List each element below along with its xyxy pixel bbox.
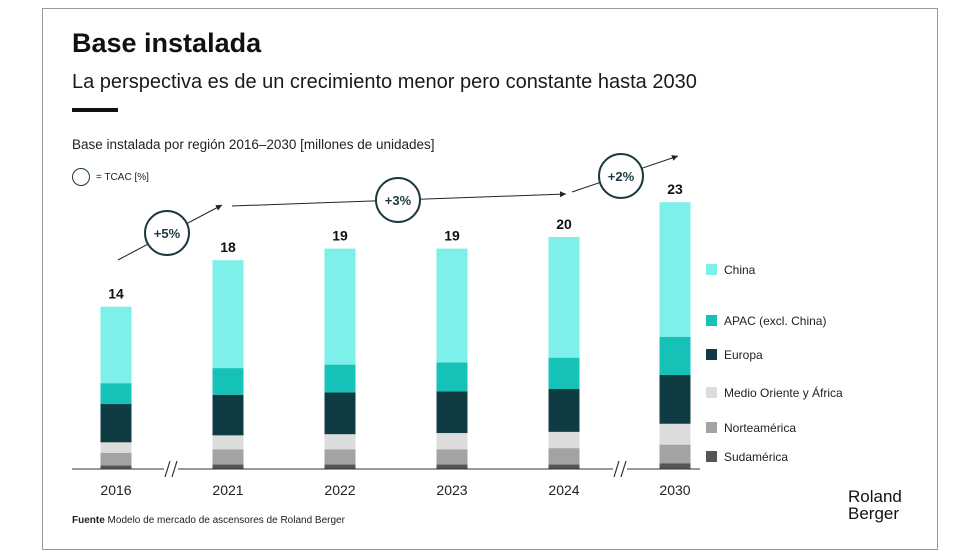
legend-swatch-china (706, 264, 717, 275)
legend-label-sudamerica: Sudamérica (724, 450, 788, 464)
x-tick-2024: 2024 (548, 482, 579, 498)
cagr-circle-2 (375, 177, 421, 223)
bar-2016-apac (100, 383, 132, 405)
bar-2023-europa (436, 391, 468, 434)
axis-break-1-slash-a (164, 460, 171, 478)
bar-2030-mediooriente (659, 423, 691, 445)
bar-2022-apac (324, 364, 356, 393)
cagr-label-1: +5% (154, 226, 181, 241)
total-label-2023: 19 (444, 228, 460, 244)
axis-break-2-slash-a (613, 460, 620, 478)
bar-2021-europa (212, 394, 244, 436)
bar-2023-mediooriente (436, 433, 468, 450)
bar-2021-apac (212, 368, 244, 395)
logo-line-1: Roland (848, 487, 902, 506)
cagr-circle-1 (144, 210, 190, 256)
page-title: Base instalada (72, 28, 262, 58)
source-text: Modelo de mercado de ascensores de Rolan… (104, 515, 345, 526)
x-tick-2021: 2021 (212, 482, 243, 498)
bar-2021-china (212, 260, 244, 369)
total-label-2016: 14 (108, 286, 124, 302)
legend-label-norteamerica: Norteamérica (724, 421, 796, 435)
bar-2022-europa (324, 392, 356, 435)
bar-2023-china (436, 248, 468, 363)
bar-2024-china (548, 237, 580, 358)
legend-swatch-norteamerica (706, 422, 717, 433)
roland-berger-logo: Roland Berger (848, 488, 902, 522)
bar-2024-sudamerica (548, 464, 580, 469)
axis-break-2-gap (613, 459, 627, 477)
chart-label: Base instalada por región 2016–2030 [mil… (72, 137, 435, 152)
bar-2022-norteamerica (324, 449, 356, 465)
title-underline (72, 108, 118, 112)
axis-break-1-slash-b (171, 460, 178, 478)
legend-swatch-mediooriente (706, 387, 717, 398)
cagr-circle-3 (598, 153, 644, 199)
bar-2030-sudamerica (659, 463, 691, 469)
x-tick-2022: 2022 (324, 482, 355, 498)
bar-2021-sudamerica (212, 464, 244, 469)
bar-2030-europa (659, 375, 691, 424)
bar-2016-europa (100, 404, 132, 443)
bar-2016-norteamerica (100, 452, 132, 466)
cagr-label-2: +3% (385, 193, 412, 208)
bar-2021-norteamerica (212, 449, 244, 465)
cagr-legend: = TCAC [%] (72, 168, 149, 186)
bar-2030-apac (659, 336, 691, 376)
source-note: Fuente Modelo de mercado de ascensores d… (72, 515, 345, 526)
legend-label-apac: APAC (excl. China) (724, 314, 826, 328)
cagr-legend-text: = TCAC [%] (96, 171, 149, 183)
bar-2023-sudamerica (436, 464, 468, 469)
bar-2016-sudamerica (100, 465, 132, 469)
page-subtitle: La perspectiva es de un crecimiento meno… (72, 71, 697, 93)
axis-break-1-gap (164, 459, 178, 477)
bar-2022-mediooriente (324, 434, 356, 450)
bar-2022-sudamerica (324, 464, 356, 469)
source-bold: Fuente (72, 515, 105, 526)
bar-2024-mediooriente (548, 431, 580, 449)
bar-2024-apac (548, 357, 580, 389)
legend-swatch-sudamerica (706, 451, 717, 462)
total-label-2021: 18 (220, 239, 236, 255)
bar-2024-norteamerica (548, 448, 580, 465)
legend-label-china: China (724, 263, 756, 277)
bar-2024-europa (548, 388, 580, 432)
x-tick-2030: 2030 (659, 482, 690, 498)
bar-2016-china (100, 306, 132, 384)
bar-2023-norteamerica (436, 449, 468, 465)
cagr-label-3: +2% (608, 169, 635, 184)
total-label-2022: 19 (332, 228, 348, 244)
axis-break-2-slash-b (620, 460, 627, 478)
legend-swatch-europa (706, 349, 717, 360)
bar-2016-mediooriente (100, 442, 132, 453)
x-tick-2016: 2016 (100, 482, 131, 498)
total-label-2030: 23 (667, 181, 683, 197)
bar-2030-china (659, 202, 691, 337)
legend-label-mediooriente: Medio Oriente y África (724, 385, 843, 400)
bar-2030-norteamerica (659, 444, 691, 464)
bar-2022-china (324, 248, 356, 365)
total-label-2024: 20 (556, 216, 572, 232)
chart-frame (42, 8, 938, 550)
legend-label-europa: Europa (724, 348, 763, 362)
cagr-circle-icon (72, 168, 90, 186)
bar-2021-mediooriente (212, 435, 244, 450)
legend-swatch-apac (706, 315, 717, 326)
x-tick-2023: 2023 (436, 482, 467, 498)
logo-line-2: Berger (848, 504, 900, 523)
bar-2023-apac (436, 362, 468, 392)
